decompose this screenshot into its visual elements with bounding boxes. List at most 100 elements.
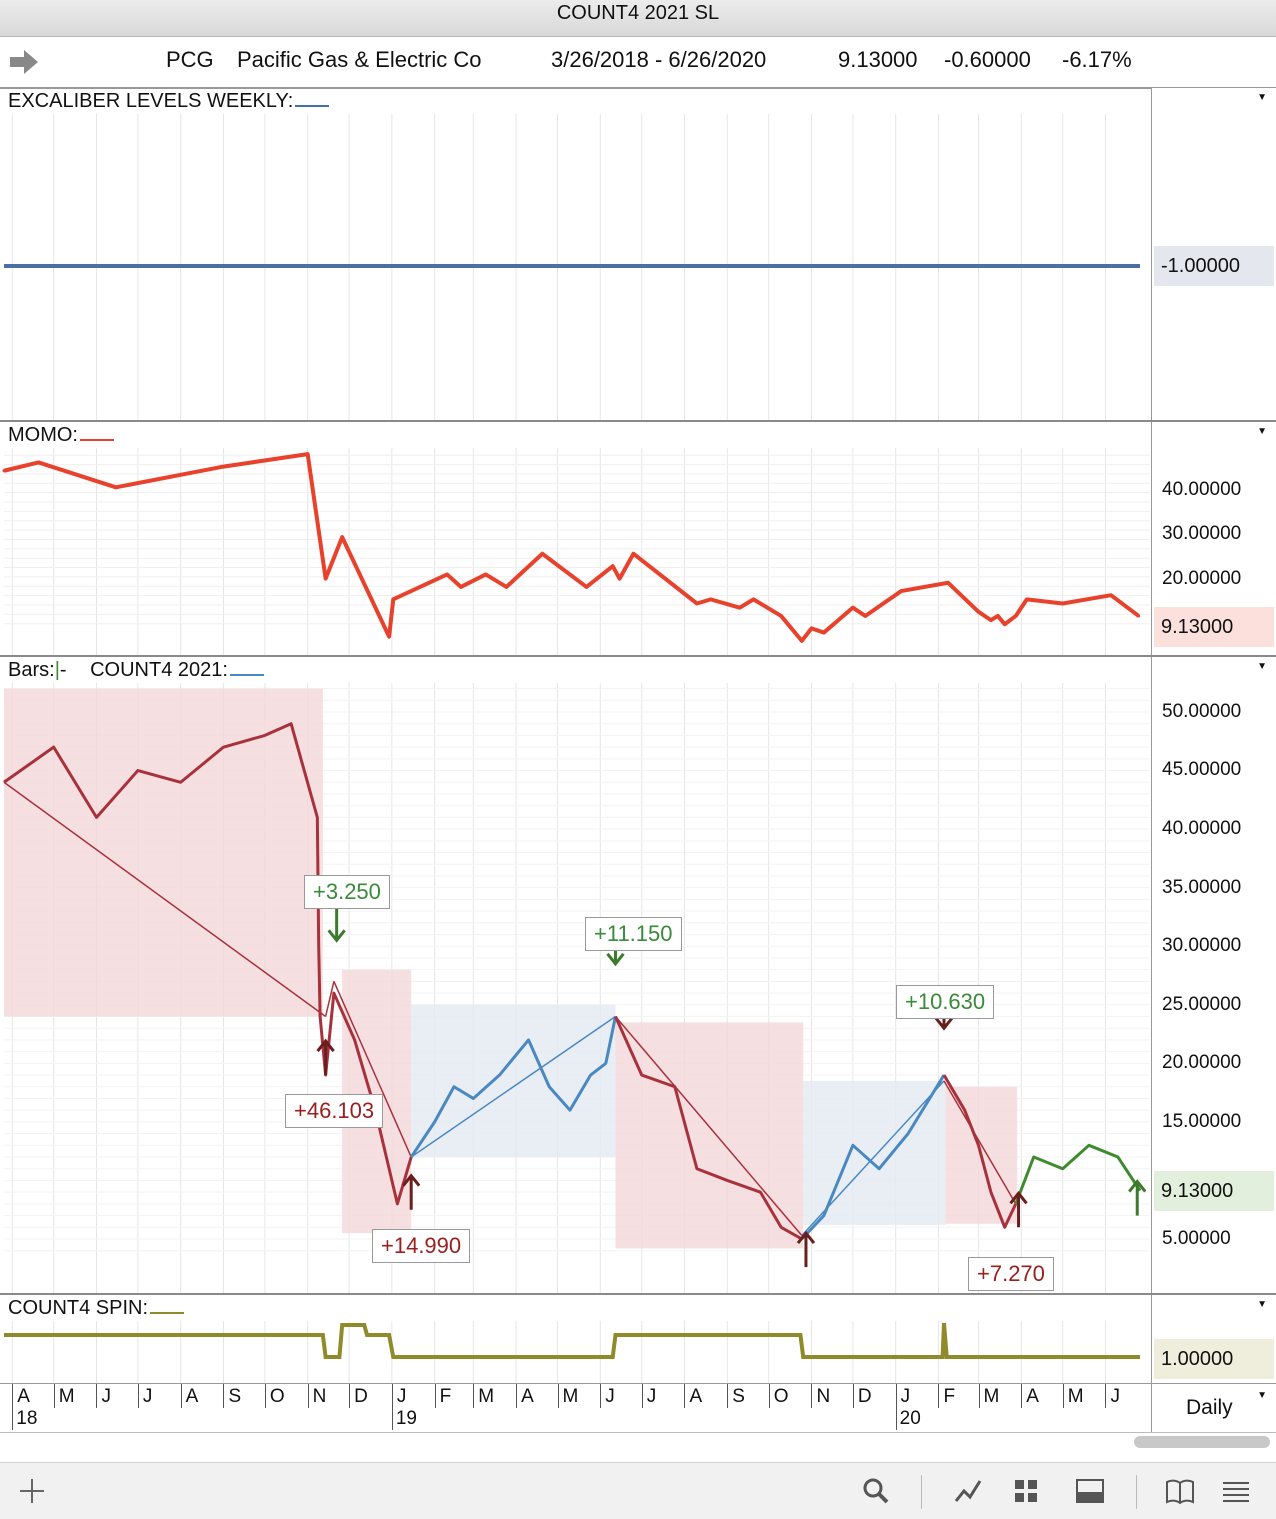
momo-pane: MOMO: ▼ 40.00000 30.00000 20.00000 9.130… bbox=[0, 422, 1276, 657]
momo-point bbox=[2, 469, 6, 473]
momo-point bbox=[391, 597, 395, 601]
arrow-up-icon bbox=[1009, 1190, 1028, 1228]
month-label: O bbox=[773, 1386, 789, 1407]
month-tick bbox=[852, 1384, 854, 1408]
momo-point bbox=[1003, 622, 1007, 626]
year-label: 18 bbox=[16, 1408, 38, 1429]
excaliber-label: EXCALIBER LEVELS WEEKLY: bbox=[8, 90, 330, 113]
year-label: 20 bbox=[899, 1408, 921, 1429]
regime-box bbox=[4, 688, 323, 1017]
month-tick bbox=[96, 1384, 98, 1408]
price-tick: 15.00000 bbox=[1162, 1111, 1242, 1132]
annotation-label: +11.150 bbox=[585, 917, 682, 951]
momo-point bbox=[809, 626, 813, 630]
date-range[interactable]: 3/26/2018 - 6/26/2020 bbox=[551, 47, 767, 72]
month-tick bbox=[349, 1384, 351, 1408]
month-tick bbox=[307, 1384, 309, 1408]
momo-point bbox=[779, 614, 783, 618]
pane-menu-icon[interactable]: ▼ bbox=[1257, 92, 1267, 103]
annotation-label: +14.990 bbox=[372, 1229, 471, 1263]
momo-point bbox=[695, 602, 699, 606]
momo-point bbox=[631, 552, 635, 556]
spin-pane: COUNT4 SPIN: ▼ 1.00000 bbox=[0, 1295, 1276, 1384]
month-label: F bbox=[439, 1386, 452, 1407]
trend-line bbox=[3, 781, 327, 1018]
book-icon[interactable] bbox=[1162, 1473, 1198, 1509]
price-tick: 5.00000 bbox=[1162, 1228, 1231, 1249]
year-tick bbox=[391, 1384, 393, 1430]
momo-axis: ▼ 40.00000 30.00000 20.00000 9.13000 bbox=[1151, 422, 1276, 655]
momo-point bbox=[977, 610, 981, 614]
search-icon[interactable] bbox=[858, 1473, 894, 1509]
pane-menu-icon[interactable]: ▼ bbox=[1257, 426, 1267, 437]
panel-icon[interactable] bbox=[1072, 1473, 1108, 1509]
price-change: -0.60000 bbox=[944, 47, 1031, 72]
symbol[interactable]: PCG bbox=[166, 47, 214, 72]
month-tick bbox=[557, 1384, 559, 1408]
list-icon[interactable] bbox=[1218, 1473, 1254, 1509]
month-tick bbox=[811, 1384, 813, 1408]
price-tick: 25.00000 bbox=[1162, 994, 1242, 1015]
arrow-up-icon bbox=[1128, 1179, 1147, 1216]
month-label: M bbox=[983, 1386, 1000, 1407]
arrow-up-icon bbox=[402, 1173, 421, 1210]
price-tick: 30.00000 bbox=[1162, 935, 1242, 956]
percent-change: -6.17% bbox=[1062, 47, 1132, 72]
excaliber-pane: EXCALIBER LEVELS WEEKLY: ▼ -1.00000 bbox=[0, 88, 1276, 422]
chevron-down-icon[interactable]: ▼ bbox=[1257, 1390, 1267, 1401]
draw-icon[interactable] bbox=[950, 1473, 986, 1509]
spin-value: 1.00000 bbox=[1154, 1339, 1274, 1379]
month-tick bbox=[473, 1384, 475, 1408]
layout-grid-icon[interactable] bbox=[1008, 1473, 1044, 1509]
month-label: D bbox=[354, 1386, 368, 1407]
month-tick bbox=[684, 1384, 686, 1408]
trend-line bbox=[410, 1015, 616, 1158]
momo-point bbox=[445, 572, 449, 576]
month-label: A bbox=[1026, 1386, 1039, 1407]
month-tick bbox=[727, 1384, 729, 1408]
momo-point bbox=[611, 564, 615, 568]
price-series bbox=[800, 1074, 946, 1241]
price-series bbox=[942, 1074, 1018, 1229]
spin-label: COUNT4 SPIN: bbox=[8, 1297, 185, 1320]
forward-arrow-icon[interactable] bbox=[6, 43, 46, 83]
momo-point bbox=[1137, 614, 1141, 618]
month-label: J bbox=[900, 1386, 911, 1407]
price-series bbox=[3, 722, 413, 1206]
momo-value: 9.13000 bbox=[1154, 607, 1274, 647]
period-label[interactable]: Daily bbox=[1186, 1396, 1233, 1419]
momo-point bbox=[459, 585, 463, 589]
time-axis[interactable]: A M J J A S O N D J F M A M J J A S O N D J F M A M J 18 19 20 Daily … bbox=[0, 1384, 1276, 1433]
trend-line bbox=[943, 1080, 1017, 1205]
window-title: COUNT4 2021 SL bbox=[556, 2, 720, 24]
trend-line bbox=[614, 1016, 803, 1236]
arrow-up-icon bbox=[796, 1230, 816, 1268]
price-value: 9.13000 bbox=[1154, 1171, 1274, 1211]
month-label: J bbox=[101, 1386, 111, 1407]
momo-point bbox=[851, 606, 855, 610]
month-tick bbox=[137, 1384, 139, 1408]
price-label: Bars:|- COUNT4 2021: bbox=[8, 659, 264, 682]
momo-tick: 40.00000 bbox=[1162, 479, 1242, 500]
momo-point bbox=[540, 552, 544, 556]
month-label: S bbox=[228, 1386, 242, 1407]
period-selector[interactable]: Daily ▼ bbox=[1151, 1384, 1276, 1432]
momo-point bbox=[324, 577, 328, 581]
symbol-header: PCG Pacific Gas & Electric Co 3/26/2018 … bbox=[0, 37, 1276, 89]
momo-point bbox=[618, 577, 622, 581]
month-label: M bbox=[478, 1386, 495, 1407]
company-name: Pacific Gas & Electric Co bbox=[237, 47, 482, 72]
momo-point bbox=[1014, 614, 1018, 618]
price-tick: 35.00000 bbox=[1162, 877, 1242, 898]
month-label: A bbox=[185, 1386, 199, 1407]
excaliber-value: -1.00000 bbox=[1154, 246, 1274, 286]
month-tick bbox=[641, 1384, 643, 1408]
horizontal-scrollbar[interactable] bbox=[1134, 1436, 1270, 1448]
momo-plot bbox=[2, 448, 1150, 655]
month-tick bbox=[516, 1384, 518, 1408]
pane-menu-icon[interactable]: ▼ bbox=[1257, 1299, 1267, 1310]
month-tick bbox=[978, 1384, 980, 1408]
pane-menu-icon[interactable]: ▼ bbox=[1257, 661, 1267, 672]
add-icon[interactable] bbox=[14, 1473, 50, 1509]
month-label: A bbox=[17, 1386, 30, 1407]
